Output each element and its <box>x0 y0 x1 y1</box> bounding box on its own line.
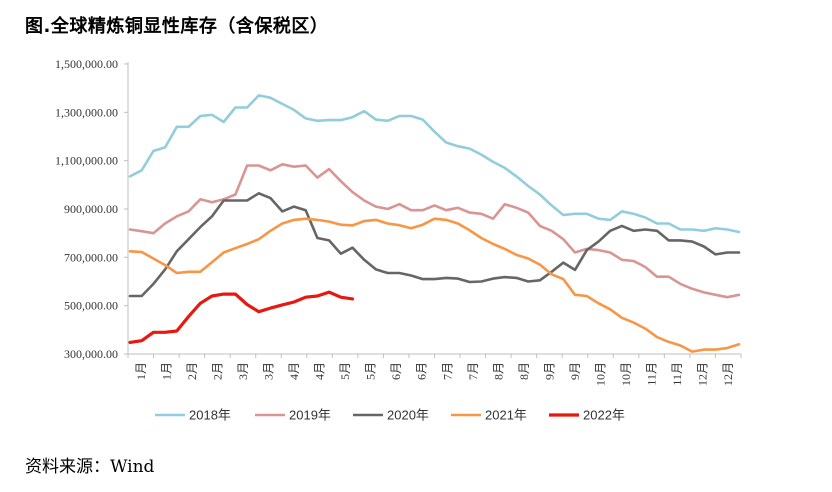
x-tick-label: 1月 <box>159 362 173 380</box>
x-tick-label: 5月 <box>338 362 352 380</box>
x-tick-label: 7月 <box>440 362 454 380</box>
x-tick-label: 3月 <box>236 362 250 380</box>
source-note: 资料来源：Wind <box>25 457 155 477</box>
legend: 2018年 2019年 2020年 2021年 2022年 <box>155 408 625 423</box>
x-tick-label: 10月 <box>619 362 633 386</box>
x-axis-ticks: 1月 1月 2月 2月 3月 3月 4月 4月 5月 5月 6月 6月 7月 7月 8月 8月 9月 9月 10月 1… <box>127 354 742 386</box>
y-axis-ticks: 300,000.00 500,000.00 700,000.00 900,000.00… <box>55 57 128 361</box>
x-tick-label: 11月 <box>670 362 684 386</box>
x-tick-label: 12月 <box>696 362 710 386</box>
series-line-1 <box>128 94 741 234</box>
chart-title: 图.全球精炼铜显性库存（含保税区） <box>25 16 329 37</box>
x-tick-label: 4月 <box>287 362 301 380</box>
series-line-4 <box>128 217 741 353</box>
y-tick-label: 700,000.00 <box>64 250 118 264</box>
x-tick-label: 6月 <box>415 362 429 380</box>
series-line-5 <box>128 290 355 344</box>
x-tick-label: 2月 <box>185 362 199 380</box>
x-tick-label: 5月 <box>364 362 378 380</box>
legend-label: 2019年 <box>289 408 331 423</box>
series-line-2 <box>128 163 741 299</box>
x-tick-label: 9月 <box>568 362 582 380</box>
y-tick-label: 900,000.00 <box>64 202 118 216</box>
axes <box>127 62 741 355</box>
y-tick-label: 300,000.00 <box>64 347 118 361</box>
x-tick-label: 10月 <box>594 362 608 386</box>
y-tick-label: 1,100,000.00 <box>55 154 118 168</box>
x-tick-label: 2月 <box>210 362 224 380</box>
series-lines <box>128 94 741 353</box>
x-tick-label: 11月 <box>645 362 659 386</box>
x-tick-label: 3月 <box>261 362 275 380</box>
x-tick-label: 7月 <box>466 362 480 380</box>
legend-label: 2018年 <box>189 408 231 423</box>
y-tick-label: 500,000.00 <box>64 299 118 313</box>
x-tick-label: 12月 <box>721 362 735 386</box>
y-tick-label: 1,300,000.00 <box>55 105 118 119</box>
y-tick-label: 1,500,000.00 <box>55 57 118 71</box>
x-tick-label: 6月 <box>389 362 403 380</box>
x-tick-label: 1月 <box>134 362 148 380</box>
legend-label: 2020年 <box>387 408 429 423</box>
x-tick-label: 9月 <box>542 362 556 380</box>
series-line-3 <box>128 192 741 298</box>
legend-label: 2022年 <box>583 408 625 423</box>
x-tick-label: 8月 <box>491 362 505 380</box>
x-tick-label: 4月 <box>313 362 327 380</box>
legend-label: 2021年 <box>485 408 527 423</box>
x-tick-label: 8月 <box>517 362 531 380</box>
